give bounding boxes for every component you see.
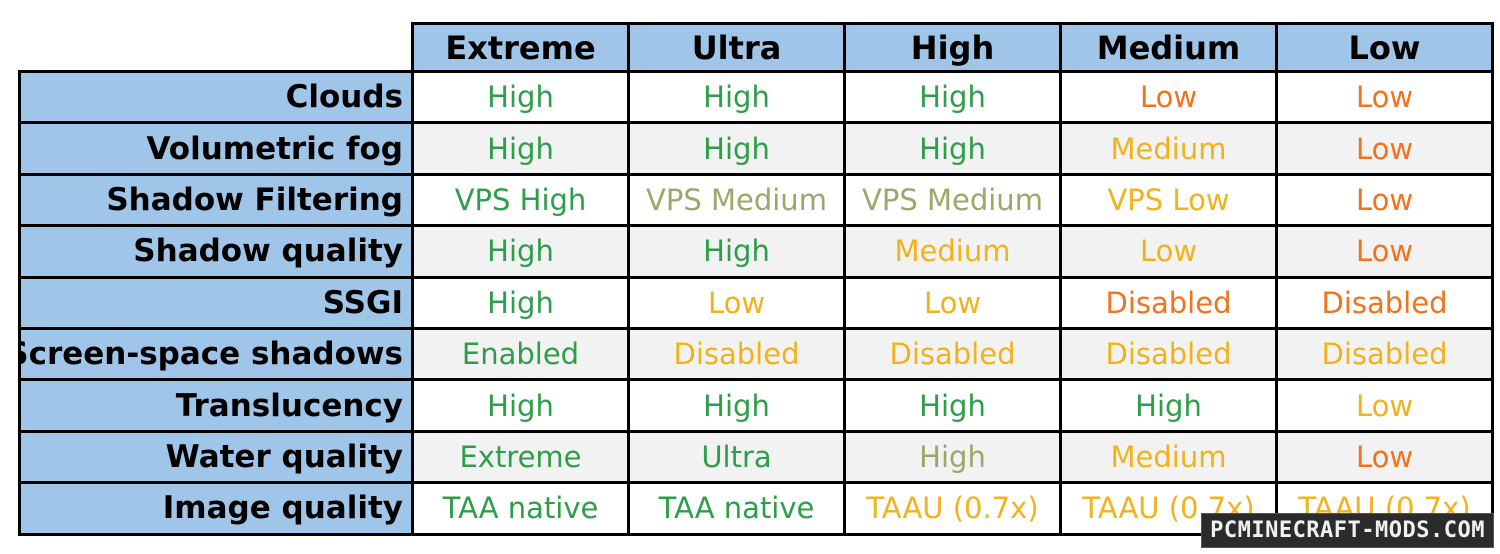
setting-value: Low [1278, 73, 1494, 125]
setting-value: VPS Medium [846, 175, 1062, 228]
setting-value: Low [1062, 73, 1278, 125]
setting-value: Medium [1062, 124, 1278, 176]
row-label: Water quality [18, 432, 414, 485]
setting-value: High [414, 227, 630, 279]
table-corner [18, 22, 414, 73]
row-label: Screen-space shadows [18, 329, 414, 382]
setting-value: Low [1278, 124, 1494, 176]
column-header: Low [1278, 22, 1494, 73]
setting-value: TAAU (0.7x) [846, 484, 1062, 536]
setting-value: Low [846, 278, 1062, 330]
row-label: Translucency [18, 381, 414, 433]
setting-value: TAAU (0.7x) [1062, 484, 1278, 536]
setting-value: Low [1278, 432, 1494, 485]
setting-value: Low [1278, 175, 1494, 228]
watermark: PCMINECRAFT-MODS.COM [1201, 513, 1494, 548]
quality-settings-table: Extreme Ultra High Medium Low Clouds High High H… [18, 22, 1494, 536]
row-label: Shadow Filtering [18, 175, 414, 228]
setting-value: Disabled [1278, 329, 1494, 382]
setting-value: Extreme [414, 432, 630, 485]
setting-value: Medium [846, 227, 1062, 279]
setting-value: VPS Medium [630, 175, 846, 228]
setting-value: VPS Low [1062, 175, 1278, 228]
setting-value: High [414, 73, 630, 125]
setting-value: Low [1278, 227, 1494, 279]
setting-value: Low [1062, 227, 1278, 279]
setting-value: Low [1278, 381, 1494, 433]
row-label: Clouds [18, 73, 414, 125]
setting-value: High [846, 124, 1062, 176]
setting-value: Ultra [630, 432, 846, 485]
setting-value: High [630, 73, 846, 125]
setting-value: Disabled [1278, 278, 1494, 330]
column-header: Ultra [630, 22, 846, 73]
setting-value: High [414, 381, 630, 433]
setting-value: VPS High [414, 175, 630, 228]
column-header: High [846, 22, 1062, 73]
setting-value: High [846, 432, 1062, 485]
setting-value: Disabled [846, 329, 1062, 382]
setting-value: Disabled [1062, 278, 1278, 330]
setting-value: High [414, 124, 630, 176]
setting-value: High [846, 381, 1062, 433]
column-header: Extreme [414, 22, 630, 73]
setting-value: High [630, 124, 846, 176]
row-label: Image quality [18, 484, 414, 536]
setting-value: High [414, 278, 630, 330]
setting-value: High [1062, 381, 1278, 433]
row-label: Shadow quality [18, 227, 414, 279]
setting-value: Medium [1062, 432, 1278, 485]
setting-value: TAA native [414, 484, 630, 536]
row-label: SSGI [18, 278, 414, 330]
setting-value: Low [630, 278, 846, 330]
setting-value: High [630, 227, 846, 279]
setting-value: High [630, 381, 846, 433]
setting-value: Enabled [414, 329, 630, 382]
setting-value: High [846, 73, 1062, 125]
setting-value: Disabled [1062, 329, 1278, 382]
setting-value: Disabled [630, 329, 846, 382]
row-label: Volumetric fog [18, 124, 414, 176]
setting-value: TAA native [630, 484, 846, 536]
column-header: Medium [1062, 22, 1278, 73]
